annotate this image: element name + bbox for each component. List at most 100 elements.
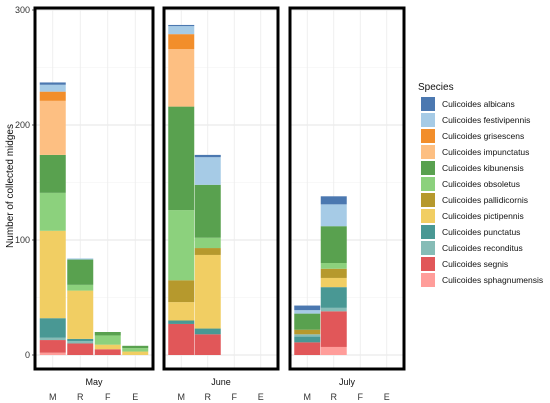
legend-swatch <box>421 97 435 111</box>
bar-segment <box>67 343 94 355</box>
legend-swatch <box>421 145 435 159</box>
bar-segment <box>122 351 149 355</box>
facet-frames <box>33 6 406 371</box>
bar-segment <box>39 84 66 92</box>
bar-segment <box>320 311 347 347</box>
y-tick-label: 100 <box>15 235 30 245</box>
bar-segment <box>67 341 94 344</box>
bar-segment <box>168 280 195 303</box>
bar-segment <box>294 334 321 337</box>
facet-strip-label: June <box>211 377 231 387</box>
bar-segment <box>320 346 347 355</box>
bar-segment <box>320 268 347 278</box>
legend-swatch <box>421 273 435 287</box>
x-tick-label: F <box>358 392 364 402</box>
bar-segment <box>320 226 347 263</box>
bar-segment <box>168 106 195 211</box>
bar-segment <box>39 230 66 319</box>
bar-segment <box>194 157 221 185</box>
x-tick-label: M <box>304 392 312 402</box>
bar-segment <box>294 329 321 335</box>
bar-segment <box>94 335 121 345</box>
legend-swatch <box>421 241 435 255</box>
legend-label: Culicoides impunctatus <box>442 147 529 157</box>
x-tick-label: F <box>105 392 111 402</box>
legend-label: Culicoides pallidicornis <box>442 195 528 205</box>
bar-segment <box>168 323 195 355</box>
x-tick-label: F <box>232 392 238 402</box>
bar-segment <box>320 204 347 227</box>
legend-swatch <box>421 209 435 223</box>
bar-segment <box>67 290 94 339</box>
bar-segment <box>194 254 221 329</box>
legend-label: Culicoides sphagnumensis <box>442 275 543 285</box>
legend: Species Culicoides albicans Culicoides fe… <box>418 82 543 287</box>
bar-segment <box>168 210 195 281</box>
bar-segment <box>294 310 321 314</box>
legend-swatch <box>421 225 435 239</box>
bar-segment <box>67 259 94 285</box>
bar-segment <box>294 305 321 311</box>
bar-segment <box>194 248 221 255</box>
legend-label: Culicoides pictipennis <box>442 211 524 221</box>
legend-swatch <box>421 129 435 143</box>
bar-segment <box>94 332 121 336</box>
bar-segment <box>39 352 66 355</box>
facet-strip-label: May <box>85 377 103 387</box>
bar-segment <box>39 318 66 338</box>
bar-segment <box>194 154 221 158</box>
legend-label: Culicoides festivipennis <box>442 115 530 125</box>
bar-segment <box>294 313 321 330</box>
bar-segment <box>320 263 347 269</box>
bar-segment <box>122 345 149 349</box>
bar-segment <box>320 277 347 288</box>
bar-segment <box>320 287 347 308</box>
bar-segment <box>67 284 94 291</box>
legend-swatch <box>421 113 435 127</box>
bar-segment <box>39 154 66 193</box>
legend-label: Culicoides albicans <box>442 99 515 109</box>
bar-segment <box>39 91 66 101</box>
bar-segment <box>39 82 66 85</box>
bar-segment <box>39 340 66 353</box>
legend-label: Culicoides obsoletus <box>442 179 520 189</box>
x-tick-label: E <box>384 392 390 402</box>
x-tick-label: R <box>205 392 212 402</box>
bar-segment <box>168 49 195 107</box>
x-tick-label: M <box>49 392 57 402</box>
bar-segment <box>320 307 347 312</box>
x-tick-label: R <box>77 392 84 402</box>
facet-frame <box>162 6 280 371</box>
bar-segment <box>39 337 66 341</box>
bar-segment <box>39 100 66 155</box>
bar-segment <box>94 344 121 350</box>
y-axis-title: Number of collected midges <box>5 124 16 248</box>
x-tick-label: M <box>178 392 186 402</box>
bar-segment <box>194 334 221 355</box>
legend-swatch <box>421 193 435 207</box>
facet-frame <box>33 6 155 371</box>
bar-segment <box>168 302 195 321</box>
x-tick-label: E <box>258 392 264 402</box>
legend-label: Culicoides punctatus <box>442 227 520 237</box>
bars-layer <box>39 24 347 355</box>
y-tick-label: 200 <box>15 120 30 130</box>
bar-segment <box>39 192 66 231</box>
bar-segment <box>294 336 321 343</box>
x-tick-label: E <box>132 392 138 402</box>
legend-label: Culicoides grisescens <box>442 131 524 141</box>
bar-segment <box>194 328 221 335</box>
bar-segment <box>94 349 121 355</box>
legend-swatch <box>421 257 435 271</box>
y-axis-ticks: 0 100 200 300 <box>15 5 35 360</box>
facet-frame <box>288 6 406 371</box>
bar-segment <box>320 196 347 205</box>
legend-label: Culicoides kibunensis <box>442 163 524 173</box>
x-tick-label: R <box>331 392 338 402</box>
bar-segment <box>122 348 149 352</box>
bar-segment <box>194 184 221 238</box>
legend-label: Culicoides segnis <box>442 259 508 269</box>
bar-segment <box>168 34 195 50</box>
